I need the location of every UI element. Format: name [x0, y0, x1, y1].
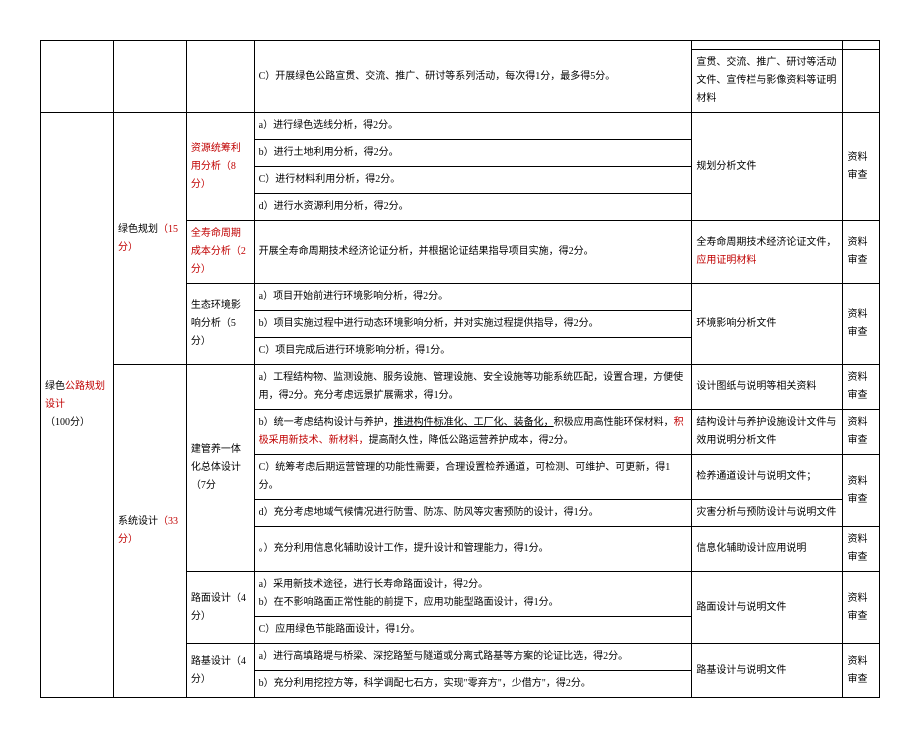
doc-s1c: 环境影响分析文件: [692, 284, 843, 365]
crit-s1a-d: d）进行水资源利用分析，得2分。: [254, 194, 692, 221]
crit-s2b-c: C）应用绿色节能路面设计，得1分。: [254, 617, 692, 644]
crit-s2a-e: 。）充分利用信息化辅助设计工作，提升设计和管理能力，得1分。: [254, 527, 692, 572]
indicator-s1b: 全寿命周期成本分析（2分）: [186, 221, 254, 284]
doc-s2a-e: 信息化辅助设计应用说明: [692, 527, 843, 572]
crit-s2a-b: b）统一考虑结构设计与养护，推进构件标准化、工厂化、装备化，积极应用高性能环保材…: [254, 410, 692, 455]
crit-s1a-c: C）进行材料利用分析，得2分。: [254, 167, 692, 194]
crit-s1c-a: a）项目开始前进行环境影响分析，得2分。: [254, 284, 692, 311]
crit-s2b-a: a）采用新技术途径，进行长寿命路面设计，得2分。b）在不影响路面正常性能的前提下…: [254, 572, 692, 617]
doc-s1b: 全寿命周期技术经济论证文件，应用证明材料: [692, 221, 843, 284]
cell-empty: [843, 50, 880, 113]
crit-s1a-b: b）进行土地利用分析，得2分。: [254, 140, 692, 167]
indicator-s1a: 资源统筹利用分析（8分）: [186, 113, 254, 221]
indicator-s1c: 生态环境影响分析（5分）: [186, 284, 254, 365]
doc-s2a-b: 结构设计与养护设施设计文件与效用说明分析文件: [692, 410, 843, 455]
crit-s1a-a: a）进行绿色选线分析，得2分。: [254, 113, 692, 140]
method-s2a-b: 资料审查: [843, 410, 880, 455]
crit-s2a-c: C）统筹考虑后期运营管理的功能性需要，合理设置检养通道，可检测、可维护、可更新，…: [254, 455, 692, 500]
evaluation-table: C）开展绿色公路宣贯、交流、推广、研讨等系列活动，每次得1分，最多得5分。 宣贯…: [40, 40, 880, 698]
crit-s1c-c: C）项目完成后进行环境影响分析，得1分。: [254, 338, 692, 365]
cell-empty: [843, 41, 880, 50]
crit-s1c-b: b）项目实施过程中进行动态环境影响分析，并对实施过程提供指导，得2分。: [254, 311, 692, 338]
doc-s2b: 路面设计与说明文件: [692, 572, 843, 644]
method-s2a-a: 资料审查: [843, 365, 880, 410]
cell-doc: 宣贯、交流、推广、研讨等活动文件、宣传栏与影像资料等证明材料: [692, 50, 843, 113]
sub-category-1: 绿色规划（15分）: [113, 113, 186, 365]
method-s2a-c: 资料审查: [843, 455, 880, 527]
method-s1b: 资料审查: [843, 221, 880, 284]
crit-s2c-a: a）进行高填路堤与桥梁、深挖路堑与隧道或分离式路基等方案的论证比选，得2分。: [254, 644, 692, 671]
method-s2a-e: 资料审查: [843, 527, 880, 572]
doc-s1a: 规划分析文件: [692, 113, 843, 221]
doc-s2c: 路基设计与说明文件: [692, 644, 843, 698]
doc-s2a-a: 设计图纸与说明等相关资料: [692, 365, 843, 410]
crit-s1b: 开展全寿命周期技术经济论证分析，并根据论证结果指导项目实施，得2分。: [254, 221, 692, 284]
crit-s2c-b: b）充分利用挖控方等，科学调配七石方，实现"零弃方"，少借方"，得2分。: [254, 671, 692, 698]
method-s1a: 资料审查: [843, 113, 880, 221]
indicator-s2c: 路基设计（4分）: [186, 644, 254, 698]
main-category: 绿色公路规划设计（100分）: [41, 113, 114, 698]
cell-empty: [41, 41, 114, 113]
cell-empty: [692, 41, 843, 50]
method-s1c: 资料审查: [843, 284, 880, 365]
cell-criteria: C）开展绿色公路宣贯、交流、推广、研讨等系列活动，每次得1分，最多得5分。: [254, 41, 692, 113]
doc-s2a-c: 检养通道设计与说明文件；: [692, 455, 843, 500]
sub-category-2: 系统设计（33分）: [113, 365, 186, 698]
indicator-s2a: 建管养一体化总体设计（7分: [186, 365, 254, 572]
cell-empty: [186, 41, 254, 113]
method-s2c: 资料审查: [843, 644, 880, 698]
doc-s2a-d: 灾害分析与预防设计与说明文件: [692, 500, 843, 527]
crit-s2a-a: a）工程结构物、监测设施、服务设施、管理设施、安全设施等功能系统匹配，设置合理，…: [254, 365, 692, 410]
crit-s2a-d: d）充分考虑地域气候情况进行防雪、防冻、防风等灾害预防的设计，得1分。: [254, 500, 692, 527]
indicator-s2b: 路面设计（4分）: [186, 572, 254, 644]
method-s2b: 资料审查: [843, 572, 880, 644]
cell-empty: [113, 41, 186, 113]
